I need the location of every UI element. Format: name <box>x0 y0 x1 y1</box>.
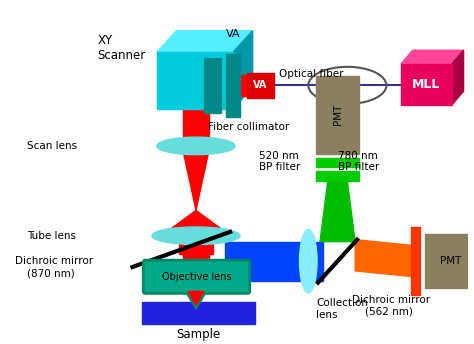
Ellipse shape <box>157 137 235 155</box>
Text: VA: VA <box>253 80 268 90</box>
Bar <box>411 227 419 295</box>
Text: PMT: PMT <box>333 104 343 125</box>
Polygon shape <box>233 31 253 109</box>
Polygon shape <box>167 211 225 232</box>
FancyBboxPatch shape <box>143 260 250 293</box>
Text: (870 nm): (870 nm) <box>27 269 75 279</box>
Bar <box>247 73 274 98</box>
Text: XY
Scanner: XY Scanner <box>97 34 146 62</box>
Bar <box>401 64 452 105</box>
Ellipse shape <box>300 229 317 293</box>
Polygon shape <box>320 181 355 241</box>
Text: Fiber collimator: Fiber collimator <box>208 122 289 132</box>
Polygon shape <box>157 31 253 52</box>
Ellipse shape <box>152 227 240 245</box>
Polygon shape <box>355 240 414 277</box>
Text: Scan lens: Scan lens <box>27 141 77 151</box>
Text: PMT: PMT <box>440 256 462 266</box>
Text: Optical fiber: Optical fiber <box>279 68 344 78</box>
Bar <box>316 76 359 154</box>
Polygon shape <box>452 50 464 105</box>
Bar <box>226 54 240 117</box>
Text: Sample: Sample <box>176 327 220 341</box>
Bar <box>316 171 359 181</box>
Text: Collection
lens: Collection lens <box>316 298 368 320</box>
Bar <box>426 234 474 289</box>
Text: Objective lens: Objective lens <box>162 272 231 282</box>
Text: Dichroic mirror: Dichroic mirror <box>352 295 430 305</box>
Text: (562 nm): (562 nm) <box>365 307 413 317</box>
Bar <box>204 58 221 113</box>
Polygon shape <box>183 271 209 284</box>
Polygon shape <box>185 291 207 309</box>
Bar <box>316 158 359 168</box>
Text: Tube lens: Tube lens <box>27 231 76 241</box>
Text: 520 nm
BP filter: 520 nm BP filter <box>259 151 301 172</box>
Text: Dichroic mirror: Dichroic mirror <box>15 256 93 266</box>
Text: VA: VA <box>226 30 240 40</box>
Text: MLL: MLL <box>412 78 441 91</box>
Bar <box>157 52 233 109</box>
Bar <box>233 75 270 96</box>
Polygon shape <box>188 291 204 305</box>
Bar <box>183 254 209 271</box>
Bar <box>142 302 255 324</box>
Polygon shape <box>401 50 464 64</box>
Bar <box>183 109 209 140</box>
Bar <box>179 240 212 254</box>
Bar <box>225 241 323 281</box>
Polygon shape <box>183 152 209 211</box>
Text: 780 nm
BP filter: 780 nm BP filter <box>337 151 379 172</box>
